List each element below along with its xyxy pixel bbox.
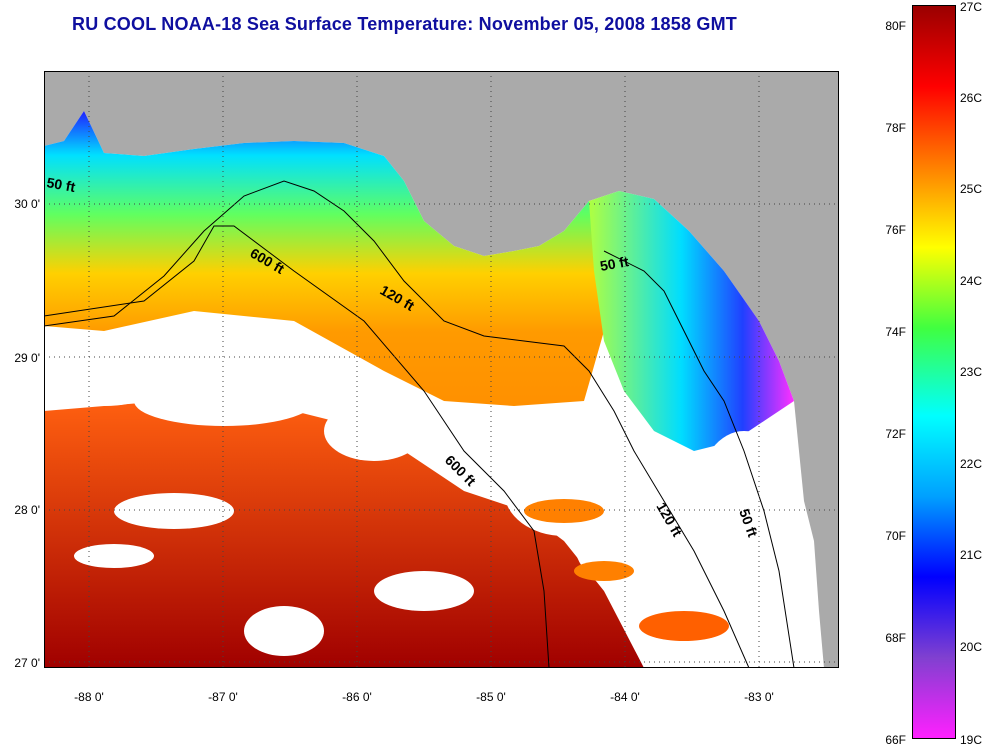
colorbar-c-label: 20C: [960, 640, 983, 654]
colorbar-f-label: 80F: [885, 19, 906, 33]
isobath-label: 50 ft: [599, 253, 630, 274]
longitude-label: -85 0': [476, 690, 506, 704]
colorbar-f-label: 70F: [885, 529, 906, 543]
east-shelf-water: [589, 191, 794, 451]
colorbar-c-label: 24C: [960, 274, 983, 288]
latitude-label: 30 0': [14, 197, 40, 211]
colorbar-c-label: 22C: [960, 457, 983, 471]
colorbar-c-label: 25C: [960, 182, 983, 196]
longitude-label: -87 0': [208, 690, 238, 704]
colorbar-f-label: 72F: [885, 427, 906, 441]
colorbar: [912, 5, 956, 739]
sst-map: 50 ft 600 ft 120 ft 50 ft 600 ft 120 ft …: [44, 71, 839, 668]
warm-water: [44, 401, 644, 668]
latitude-label: 27 0': [14, 656, 40, 670]
colorbar-c-label: 26C: [960, 91, 983, 105]
longitude-label: -83 0': [744, 690, 774, 704]
shelf-water: [44, 111, 604, 406]
latitude-label: 29 0': [14, 351, 40, 365]
colorbar-f-label: 76F: [885, 223, 906, 237]
colorbar-c-label: 19C: [960, 733, 983, 747]
colorbar-f-label: 66F: [885, 733, 906, 747]
land-area: [44, 71, 839, 668]
page-title: RU COOL NOAA-18 Sea Surface Temperature:…: [72, 14, 737, 34]
longitude-label: -88 0': [74, 690, 104, 704]
colorbar-c-label: 21C: [960, 548, 983, 562]
colorbar-f-label: 68F: [885, 631, 906, 645]
longitude-label: -84 0': [610, 690, 640, 704]
isobath-label: 50 ft: [45, 174, 76, 195]
map-border: [44, 71, 839, 668]
colorbar-f-label: 78F: [885, 121, 906, 135]
longitude-label: -86 0': [342, 690, 372, 704]
sst-map-image: 50 ft 600 ft 120 ft 50 ft 600 ft 120 ft …: [44, 71, 839, 668]
colorbar-c-label: 27C: [960, 0, 983, 14]
colorbar-c-label: 23C: [960, 365, 983, 379]
colorbar-f-label: 74F: [885, 325, 906, 339]
warm-patches: [524, 499, 729, 641]
latitude-label: 28 0': [14, 503, 40, 517]
isobath-lines: [44, 180, 795, 668]
